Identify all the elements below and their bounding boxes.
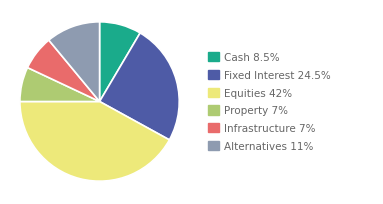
Wedge shape xyxy=(100,23,140,102)
Wedge shape xyxy=(100,34,179,140)
Wedge shape xyxy=(20,102,169,181)
Wedge shape xyxy=(49,23,100,102)
Wedge shape xyxy=(20,68,100,102)
Wedge shape xyxy=(28,41,100,102)
Legend: Cash 8.5%, Fixed Interest 24.5%, Equities 42%, Property 7%, Infrastructure 7%, A: Cash 8.5%, Fixed Interest 24.5%, Equitie… xyxy=(208,53,331,151)
